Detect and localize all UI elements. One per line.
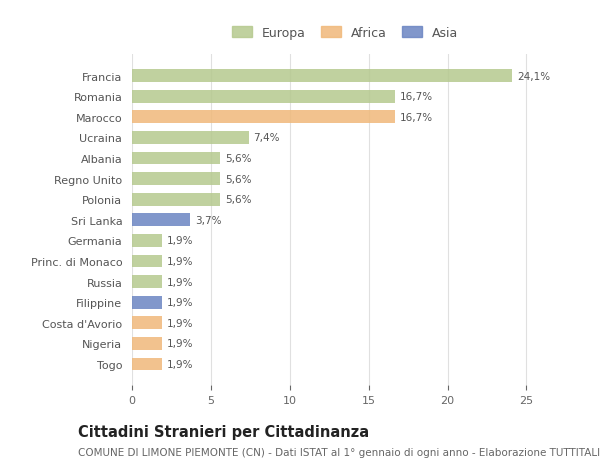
Bar <box>132 111 395 124</box>
Text: 16,7%: 16,7% <box>400 92 433 102</box>
Bar <box>132 235 162 247</box>
Text: 1,9%: 1,9% <box>167 297 193 308</box>
Bar <box>132 296 162 309</box>
Bar <box>132 70 512 83</box>
Bar <box>132 152 220 165</box>
Bar <box>132 275 162 288</box>
Text: 1,9%: 1,9% <box>167 257 193 266</box>
Text: 1,9%: 1,9% <box>167 339 193 348</box>
Text: Cittadini Stranieri per Cittadinanza: Cittadini Stranieri per Cittadinanza <box>78 425 369 440</box>
Text: 5,6%: 5,6% <box>225 174 251 184</box>
Bar <box>132 337 162 350</box>
Bar <box>132 255 162 268</box>
Bar <box>132 214 190 227</box>
Bar <box>132 132 249 145</box>
Text: 16,7%: 16,7% <box>400 112 433 123</box>
Bar <box>132 358 162 370</box>
Text: 3,7%: 3,7% <box>195 215 221 225</box>
Text: 1,9%: 1,9% <box>167 318 193 328</box>
Bar <box>132 317 162 330</box>
Text: 5,6%: 5,6% <box>225 154 251 164</box>
Bar <box>132 173 220 185</box>
Bar <box>132 90 395 103</box>
Text: 7,4%: 7,4% <box>253 133 280 143</box>
Text: COMUNE DI LIMONE PIEMONTE (CN) - Dati ISTAT al 1° gennaio di ogni anno - Elabora: COMUNE DI LIMONE PIEMONTE (CN) - Dati IS… <box>78 448 600 458</box>
Text: 1,9%: 1,9% <box>167 277 193 287</box>
Text: 1,9%: 1,9% <box>167 359 193 369</box>
Text: 24,1%: 24,1% <box>517 72 550 81</box>
Text: 1,9%: 1,9% <box>167 236 193 246</box>
Bar <box>132 193 220 206</box>
Text: 5,6%: 5,6% <box>225 195 251 205</box>
Legend: Europa, Africa, Asia: Europa, Africa, Asia <box>227 22 463 45</box>
